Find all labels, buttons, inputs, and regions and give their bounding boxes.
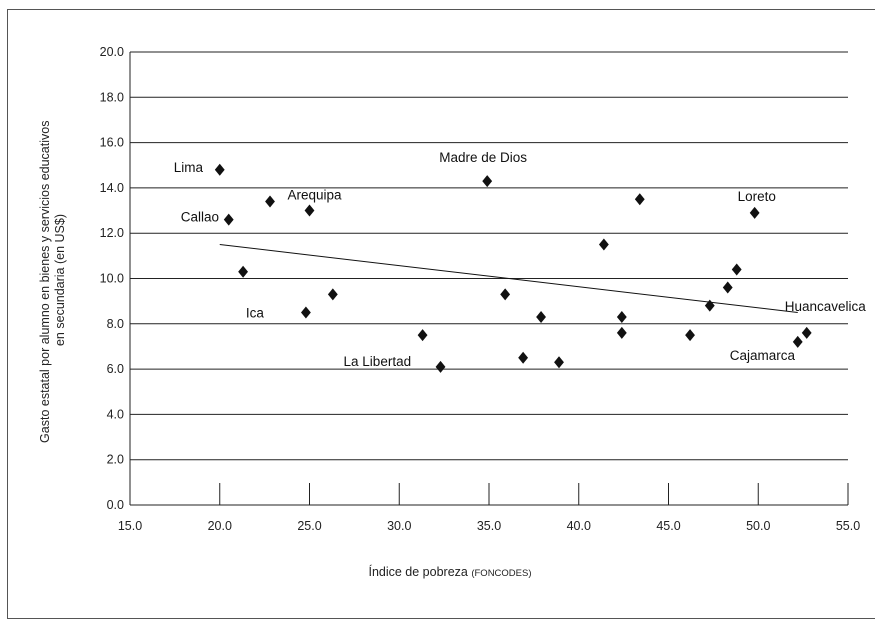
point-label: Cajamarca bbox=[730, 348, 796, 363]
data-point bbox=[722, 281, 733, 294]
data-point bbox=[518, 351, 529, 364]
y-tick-label: 0.0 bbox=[107, 498, 124, 512]
data-point bbox=[435, 360, 446, 373]
data-point bbox=[801, 326, 812, 339]
data-point bbox=[554, 356, 564, 369]
data-points bbox=[214, 163, 812, 373]
y-tick-label: 16.0 bbox=[100, 136, 124, 150]
y-tick-label: 12.0 bbox=[100, 226, 124, 240]
y-tick-label: 8.0 bbox=[107, 317, 124, 331]
trendline-group bbox=[219, 244, 798, 313]
x-tick-label: 40.0 bbox=[567, 519, 591, 533]
data-point bbox=[265, 195, 275, 208]
trendline bbox=[219, 244, 798, 313]
x-tick-label: 55.0 bbox=[836, 519, 860, 533]
scatter-chart: 0.0 2.0 4.0 6.0 8.0 10.0 12.0 14.0 16.0 18.0 20.0 1… bbox=[38, 45, 867, 579]
data-point bbox=[304, 204, 315, 217]
data-point bbox=[792, 335, 803, 348]
data-point bbox=[417, 329, 428, 342]
point-label: Ica bbox=[246, 305, 265, 320]
data-point bbox=[685, 329, 695, 342]
point-label: Madre de Dios bbox=[439, 150, 527, 165]
y-tick-label: 10.0 bbox=[100, 272, 124, 286]
data-point bbox=[500, 288, 511, 301]
x-axis-title: Índice de pobreza (FONCODES) bbox=[368, 564, 531, 579]
x-tick-label: 30.0 bbox=[387, 519, 411, 533]
x-tick-label: 45.0 bbox=[656, 519, 680, 533]
data-point bbox=[327, 288, 338, 301]
data-point bbox=[704, 299, 715, 312]
data-point bbox=[598, 238, 609, 251]
data-point bbox=[238, 265, 249, 278]
data-point bbox=[616, 311, 627, 324]
y-tick-label: 6.0 bbox=[107, 362, 124, 376]
y-tick-label: 2.0 bbox=[107, 453, 124, 467]
gridlines bbox=[130, 51, 848, 461]
x-tick-label: 20.0 bbox=[208, 519, 232, 533]
data-point bbox=[731, 263, 742, 276]
data-point bbox=[749, 206, 760, 219]
point-annotations: Lima Callao Ica Arequipa La Libertad Madre de… bbox=[174, 150, 867, 369]
data-point bbox=[300, 306, 311, 319]
data-point bbox=[536, 311, 546, 324]
x-tick-label: 50.0 bbox=[746, 519, 770, 533]
data-point bbox=[616, 326, 627, 339]
point-label: Callao bbox=[181, 210, 219, 225]
x-tick-label: 15.0 bbox=[118, 519, 142, 533]
y-axis-title: Gasto estatal por alumno en bienes y ser… bbox=[38, 117, 67, 443]
point-label: La Libertad bbox=[344, 354, 412, 369]
x-tick-label: 25.0 bbox=[297, 519, 321, 533]
x-tick-label: 35.0 bbox=[477, 519, 501, 533]
data-point bbox=[634, 193, 645, 206]
point-label: Huancavelica bbox=[785, 299, 867, 314]
point-label: Lima bbox=[174, 160, 204, 175]
data-point bbox=[482, 175, 493, 188]
data-point bbox=[223, 213, 234, 226]
y-tick-label: 18.0 bbox=[100, 90, 124, 104]
y-tick-label: 20.0 bbox=[100, 45, 124, 59]
axes: 0.0 2.0 4.0 6.0 8.0 10.0 12.0 14.0 16.0 18.0 20.0 1… bbox=[100, 45, 861, 533]
point-label: Arequipa bbox=[288, 188, 343, 203]
data-point bbox=[214, 163, 225, 176]
y-tick-label: 4.0 bbox=[107, 407, 124, 421]
point-label: Loreto bbox=[738, 189, 776, 204]
y-tick-label: 14.0 bbox=[100, 181, 124, 195]
